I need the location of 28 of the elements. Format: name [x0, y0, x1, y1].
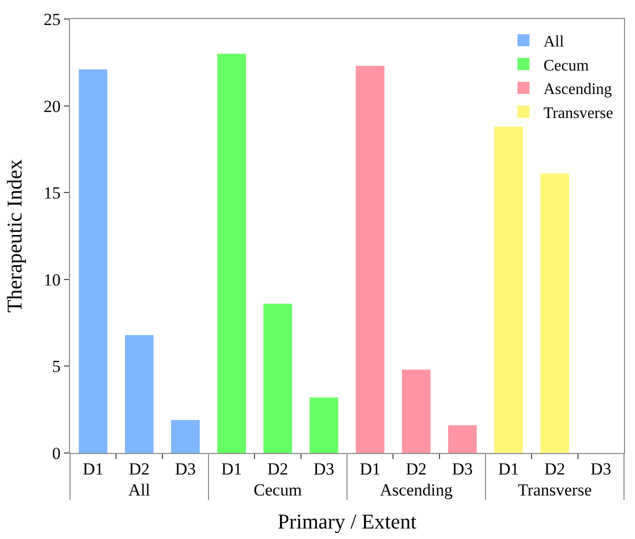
- x-tick-label: D1: [498, 459, 519, 478]
- x-tick-label: D1: [82, 459, 104, 478]
- legend-label: Transverse: [543, 104, 614, 122]
- text: All: [128, 480, 150, 500]
- y-tick-label: 25: [44, 10, 61, 29]
- legend-label: Ascending: [543, 81, 612, 98]
- text: Ascending: [380, 480, 453, 500]
- x-tick-label: D3: [452, 459, 473, 478]
- x-axis-title: Primary / Extent: [278, 510, 417, 534]
- x-tick-label: D3: [175, 459, 196, 478]
- y-tick-label: 20: [44, 96, 61, 116]
- y-tick-label: 5: [52, 357, 61, 376]
- text: Transverse: [518, 480, 592, 500]
- y-tick-label: 0: [52, 444, 61, 463]
- x-tick-label: D3: [314, 459, 334, 478]
- x-tick-label: D1: [360, 459, 380, 478]
- x-tick-label: D2: [128, 459, 150, 478]
- x-tick-label: D1: [221, 459, 242, 478]
- y-tick-label: 15: [44, 184, 61, 203]
- y-axis-title: Therapeutic Index: [2, 158, 27, 313]
- x-tick-label: D2: [267, 459, 288, 478]
- x-tick-label: D3: [590, 459, 612, 478]
- x-tick-label: D2: [406, 459, 427, 478]
- text: Cecum: [254, 480, 302, 500]
- legend-label: Cecum: [543, 57, 590, 74]
- x-tick-label: D2: [544, 459, 566, 478]
- y-tick-label: 10: [44, 270, 61, 290]
- legend-label: All: [543, 33, 564, 50]
